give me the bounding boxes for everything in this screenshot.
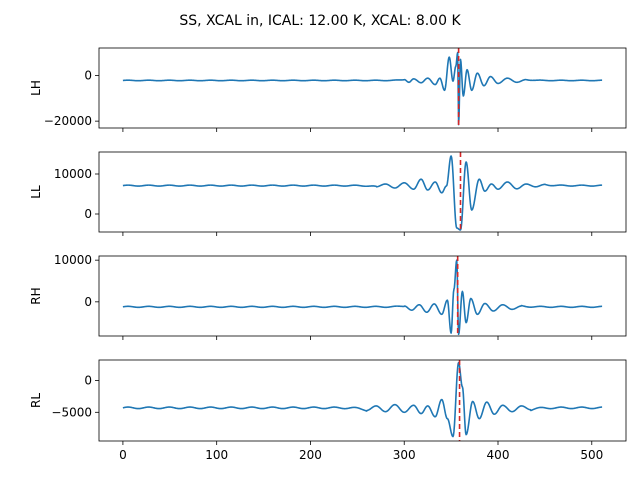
series-line: [122, 51, 603, 126]
y-tick-label: 10000: [54, 253, 92, 267]
series-line: [122, 155, 603, 231]
y-axis-label: RH: [29, 287, 43, 304]
x-tick-label: 300: [393, 448, 416, 462]
x-tick-label: 400: [487, 448, 510, 462]
axes-frame: [98, 47, 627, 129]
axes-frame: [98, 359, 627, 442]
y-tick-label: 0: [84, 373, 92, 387]
axes-frame: [98, 151, 627, 233]
y-tick-label: −20000: [44, 114, 92, 128]
x-tick-label: 500: [580, 448, 603, 462]
y-tick-label: 0: [84, 68, 92, 82]
x-tick-label: 100: [205, 448, 228, 462]
y-tick-label: 0: [84, 295, 92, 309]
y-axis-label: LL: [29, 185, 43, 199]
y-axis-label: LH: [29, 80, 43, 96]
figure-title: SS, XCAL in, ICAL: 12.00 K, XCAL: 8.00 K: [179, 13, 461, 29]
subplot-rl: −5000 0 0 100 200 300 400 500 RL: [29, 359, 627, 462]
axes-frame: [98, 255, 627, 337]
y-tick-label: −5000: [51, 405, 92, 419]
series-line: [122, 361, 603, 438]
subplot-stack: −20000 0 LH 0 10000 LL 0 10000 RH −5000 0 0 100 200 30…: [29, 47, 627, 462]
subplot-ll: 0 10000 LL: [29, 151, 627, 236]
y-tick-label: 0: [84, 207, 92, 221]
subplot-rh: 0 10000 RH: [29, 253, 627, 340]
x-tick-label: 0: [119, 448, 127, 462]
subplot-lh: −20000 0 LH: [29, 47, 627, 132]
y-tick-label: 10000: [54, 167, 92, 181]
x-tick-label: 200: [299, 448, 322, 462]
y-axis-label: RL: [29, 393, 43, 408]
series-line: [122, 259, 603, 336]
